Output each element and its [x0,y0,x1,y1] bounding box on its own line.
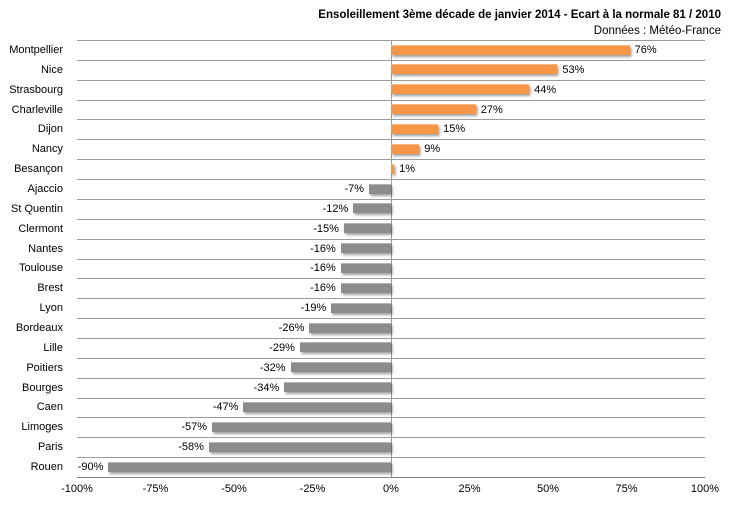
bar [340,263,391,273]
value-label: -15% [313,222,339,235]
category-label: Lille [43,341,63,354]
zero-axis-line [390,40,392,477]
value-label: -12% [322,202,349,215]
bar [309,322,391,333]
category-label: Charleville [11,103,63,116]
x-axis-tick-label: 25% [458,483,481,495]
category-label: Dijon [37,123,63,136]
bar [243,402,391,413]
x-axis-tick-label: 75% [615,483,638,495]
category-label: Bordeaux [15,322,63,334]
bar [391,64,558,75]
x-axis-tick-label: 100% [690,483,720,495]
plot-area: 76% 53% 44% 27% 15% 9% 1% -7% -12% -15% -16% -16% -1… [77,40,705,478]
category-label: Nantes [28,242,63,255]
bar [391,123,439,134]
value-label: 76% [634,43,657,56]
bar [340,243,391,254]
x-axis-tick-label: -100% [61,483,93,495]
bar [391,143,420,154]
x-axis-tick-label: 50% [536,483,560,495]
category-label: St Quentin [11,202,63,215]
value-label: -19% [300,302,327,315]
value-label: -16% [310,242,336,255]
value-label: -57% [181,421,208,434]
category-label: Bourges [22,381,63,394]
bar [108,461,391,472]
bar [290,362,391,373]
category-label: Brest [37,282,63,295]
category-labels: Montpellier Nice Strasbourg Charleville Dijo… [0,40,70,477]
category-label: Ajaccio [27,182,63,195]
bar [391,163,395,174]
category-label: Strasbourg [9,83,63,96]
x-axis-tick-label: 0% [383,483,399,495]
value-label: 44% [534,83,557,96]
x-axis-tick-label: -75% [142,483,169,495]
x-axis-tick-label: -50% [221,483,247,495]
value-label: -16% [310,282,336,295]
value-label: -58% [178,441,204,454]
category-label: Nancy [31,143,63,156]
value-label: 9% [424,143,441,156]
bar [391,84,530,95]
value-label: -26% [278,322,305,334]
category-label: Toulouse [18,262,63,275]
bar [284,382,391,393]
bar [340,282,391,293]
category-label: Lyon [39,302,63,315]
value-label: -32% [259,361,286,374]
value-label: -29% [269,341,295,354]
bar [391,44,630,55]
x-axis-tick-label: -25% [299,483,326,495]
value-label: 27% [480,103,503,116]
category-label: Nice [40,63,63,76]
category-label: Clermont [18,222,63,235]
bar [208,441,391,452]
bar [353,203,391,214]
bar [212,421,391,432]
value-label: -16% [310,262,336,275]
value-label: -90% [77,461,104,474]
bars-layer: 76% 53% 44% 27% 15% 9% 1% -7% -12% -15% -16% -16% -1… [77,40,705,477]
value-label: 53% [562,63,585,76]
x-axis: -100% -75% -50% -25% 0% 25% 50% 75% 100% [61,480,719,498]
chart-subtitle: Données : Météo-France [593,25,721,37]
chart-title-block: Ensoleillement 3ème décade de janvier 20… [318,7,721,39]
bar [299,342,391,353]
category-label: Paris [37,441,63,454]
value-label: -34% [253,381,280,394]
bar [331,302,391,313]
value-label: 15% [443,123,466,136]
value-label: 1% [399,163,416,176]
bar [391,104,476,115]
category-label: Caen [36,401,63,414]
category-label: Besançon [14,163,63,176]
value-label: -47% [212,401,239,414]
category-label: Montpellier [9,43,63,56]
category-label: Limoges [21,421,63,434]
chart-title: Ensoleillement 3ème décade de janvier 20… [318,9,721,21]
value-label: -7% [344,182,365,195]
bar [369,183,391,194]
category-label: Poitiers [26,361,63,374]
bar [343,223,391,234]
category-label: Rouen [30,461,63,474]
